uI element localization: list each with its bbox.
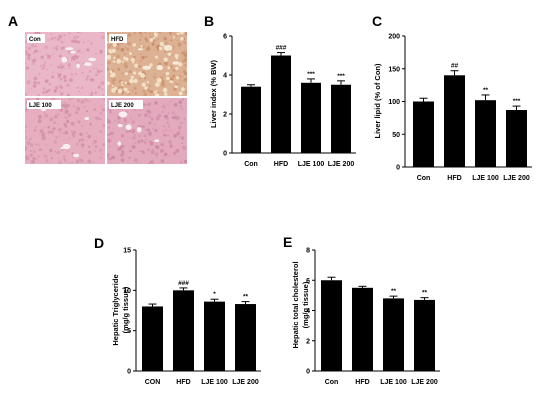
bar	[321, 280, 342, 371]
panel-letter: C	[372, 13, 382, 29]
category-label: LJE 100	[380, 379, 407, 386]
category-label: LJE 200	[328, 161, 355, 168]
category-label: HFD	[274, 161, 288, 168]
y-axis-label: Liver index (% BW)	[209, 60, 218, 128]
significance-marker: **	[243, 294, 249, 301]
category-label: LJE 200	[503, 175, 530, 182]
micrograph: LJE 200	[107, 98, 187, 164]
category-label: HFD	[176, 379, 190, 386]
y-tick-label: 6	[306, 278, 310, 285]
significance-marker: ***	[307, 71, 315, 78]
significance-marker: *	[213, 291, 216, 298]
bar	[444, 75, 465, 167]
significance-marker: ***	[337, 73, 345, 80]
category-label: LJE 200	[232, 379, 259, 386]
y-tick-label: 150	[388, 66, 400, 73]
bar	[352, 287, 373, 371]
y-axis-label: Hepatic Triglyceride	[111, 274, 120, 345]
category-label: LJE 200	[411, 379, 438, 386]
y-axis-label-units: (mg/g tissue)	[301, 281, 310, 328]
category-label: Con	[417, 175, 431, 182]
micrograph: Con	[25, 32, 105, 96]
y-tick-label: 0	[306, 369, 310, 376]
y-tick-label: 10	[123, 288, 131, 295]
significance-marker: ***	[513, 98, 521, 105]
y-tick-label: 50	[392, 132, 400, 139]
category-label: LJE 100	[298, 161, 325, 168]
micrograph: LJE 100	[25, 98, 105, 164]
significance-marker: **	[391, 288, 397, 295]
significance-marker: ###	[178, 280, 189, 287]
category-label: Con	[325, 379, 339, 386]
panel-letter: E	[283, 234, 292, 250]
y-tick-label: 100	[388, 99, 400, 106]
bar	[475, 100, 496, 167]
chart-liver-lipid: C 0 50 100 150 200 Liver lipid (% of Con) Con ##…	[372, 13, 532, 182]
panel-letter: B	[204, 13, 214, 29]
category-label: LJE 100	[201, 379, 228, 386]
panel-letter-a: A	[8, 13, 18, 29]
significance-marker: **	[422, 290, 428, 297]
y-tick-label: 2	[306, 338, 310, 345]
micrograph-label: Con	[29, 37, 41, 43]
chart-hepatic-total-cholesterol: E 0 2 4 6 8 Hepatic total cholesterol (mg/g tis…	[283, 234, 440, 386]
y-tick-label: 4	[223, 73, 227, 80]
y-tick-label: 5	[127, 328, 131, 335]
category-label: Con	[244, 161, 258, 168]
y-tick-label: 0	[223, 151, 227, 158]
chart-liver-index: B 0 2 4 6 Liver index (% BW) Con ### HFD *** LJE 1…	[204, 13, 356, 168]
category-label: CON	[145, 379, 161, 386]
bar	[271, 55, 291, 153]
y-axis-label: Hepatic total cholesterol	[291, 261, 300, 348]
bar	[414, 299, 435, 371]
bar	[173, 290, 194, 371]
y-tick-label: 6	[223, 34, 227, 41]
significance-marker: ##	[451, 63, 459, 70]
bar	[235, 304, 256, 371]
bar	[506, 110, 527, 167]
category-label: HFD	[447, 175, 461, 182]
bar	[301, 82, 321, 153]
panel-letter: D	[94, 235, 104, 251]
y-axis-label-units: (mg/g tissue)	[121, 286, 130, 333]
bar	[383, 298, 404, 371]
y-tick-label: 200	[388, 34, 400, 41]
significance-marker: **	[483, 87, 489, 94]
micrograph-label: HFD	[111, 37, 124, 43]
micrograph-label: LJE 200	[111, 103, 134, 109]
y-tick-label: 4	[306, 308, 310, 315]
y-tick-label: 2	[223, 112, 227, 119]
bar	[241, 86, 261, 153]
y-tick-label: 15	[123, 248, 131, 255]
chart-hepatic-triglyceride: D 0 5 10 15 Hepatic Triglyceride (mg/g tissue)…	[94, 235, 261, 386]
bar	[142, 306, 163, 371]
histology-grid: Con HFD LJE 100 LJE 200	[25, 32, 187, 164]
category-label: LJE 100	[472, 175, 499, 182]
category-label: HFD	[355, 379, 369, 386]
micrograph: HFD	[107, 32, 187, 96]
bar	[204, 301, 225, 371]
micrograph-label: LJE 100	[29, 103, 52, 109]
y-tick-label: 0	[127, 369, 131, 376]
significance-marker: ###	[276, 45, 287, 52]
y-tick-label: 0	[396, 165, 400, 172]
y-tick-label: 8	[306, 248, 310, 255]
bar	[413, 101, 434, 167]
bar	[331, 84, 351, 153]
y-axis-label: Liver lipid (% of Con)	[373, 63, 382, 138]
